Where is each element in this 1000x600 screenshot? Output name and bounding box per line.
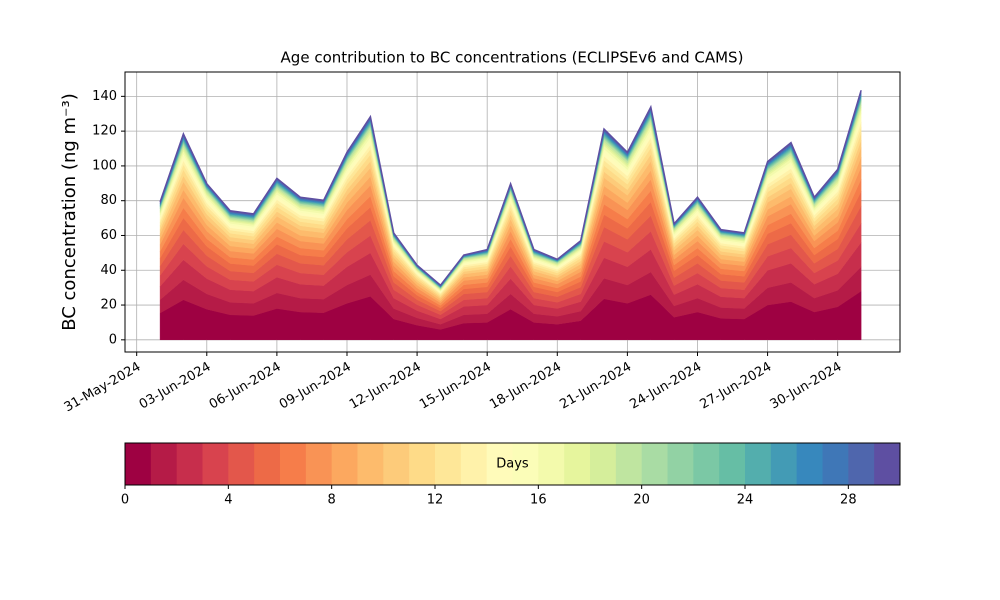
colorbar-bin xyxy=(280,443,307,485)
plot-frame xyxy=(124,71,901,353)
colorbar-bin xyxy=(383,443,410,485)
colorbar-bin xyxy=(305,443,333,485)
y-axis-label: BC concentration (ng m⁻³) xyxy=(59,93,80,331)
colorbar-tick-label: 12 xyxy=(427,493,444,508)
colorbar-bin xyxy=(176,443,203,485)
colorbar-bin xyxy=(331,443,358,485)
colorbar-bin xyxy=(125,443,152,485)
y-tick-label: 120 xyxy=(92,124,117,139)
y-tick-label: 80 xyxy=(100,193,117,208)
x-tick-label: 31-May-2024 xyxy=(62,360,144,416)
y-tick-label: 140 xyxy=(92,89,117,104)
x-tick-label: 12-Jun-2024 xyxy=(347,360,424,413)
x-tick-label: 03-Jun-2024 xyxy=(137,360,214,413)
x-tick-label: 30-Jun-2024 xyxy=(768,360,845,413)
chart-title: Age contribution to BC concentrations (E… xyxy=(281,49,744,67)
colorbar-bin xyxy=(590,443,617,485)
colorbar-bin xyxy=(641,443,668,485)
colorbar-bin xyxy=(538,443,565,485)
colorbar-bin xyxy=(745,443,772,485)
colorbar-bin xyxy=(796,443,823,485)
colorbar-tick-label: 4 xyxy=(224,493,232,508)
plot-area xyxy=(159,90,862,341)
colorbar-tick-label: 20 xyxy=(633,493,650,508)
y-tick-label: 100 xyxy=(92,158,117,173)
colorbar-bin xyxy=(512,443,539,485)
colorbar-tick-label: 0 xyxy=(121,493,129,508)
colorbar-bin xyxy=(693,443,720,485)
colorbar-tick-label: 24 xyxy=(737,493,754,508)
colorbar-bin xyxy=(615,443,643,485)
colorbar-bin xyxy=(435,443,462,485)
x-tick-label: 27-Jun-2024 xyxy=(698,360,775,413)
x-tick-label: 24-Jun-2024 xyxy=(627,360,704,413)
colorbar-bin xyxy=(667,443,694,485)
colorbar-label: Days xyxy=(496,457,529,472)
colorbar-bin xyxy=(254,443,281,485)
colorbar-bin xyxy=(848,443,875,485)
colorbar-bin xyxy=(150,443,178,485)
colorbar-bin xyxy=(719,443,746,485)
colorbar-bin xyxy=(770,443,798,485)
y-tick-label: 40 xyxy=(100,263,117,278)
colorbar-tick-label: 16 xyxy=(530,493,547,508)
y-tick-label: 20 xyxy=(100,298,117,313)
colorbar-bin xyxy=(564,443,591,485)
x-tick-label: 18-Jun-2024 xyxy=(487,360,564,413)
colorbar-tick-label: 28 xyxy=(840,493,857,508)
colorbar-bin xyxy=(409,443,436,485)
x-tick-label: 06-Jun-2024 xyxy=(207,360,284,413)
colorbar-frame xyxy=(124,442,901,486)
colorbar-bin xyxy=(460,443,488,485)
colorbar-bin xyxy=(202,443,229,485)
colorbar-bin xyxy=(822,443,849,485)
y-tick-label: 0 xyxy=(109,332,117,347)
colorbar-bin xyxy=(228,443,255,485)
colorbar-bin xyxy=(874,443,901,485)
colorbar-bin xyxy=(486,443,513,485)
colorbar-bin xyxy=(357,443,384,485)
colorbar-tick-label: 8 xyxy=(328,493,336,508)
y-tick-label: 60 xyxy=(100,228,117,243)
x-tick-label: 15-Jun-2024 xyxy=(417,360,494,413)
top-edge xyxy=(159,90,862,287)
x-tick-label: 21-Jun-2024 xyxy=(557,360,634,413)
x-tick-label: 09-Jun-2024 xyxy=(277,360,354,413)
